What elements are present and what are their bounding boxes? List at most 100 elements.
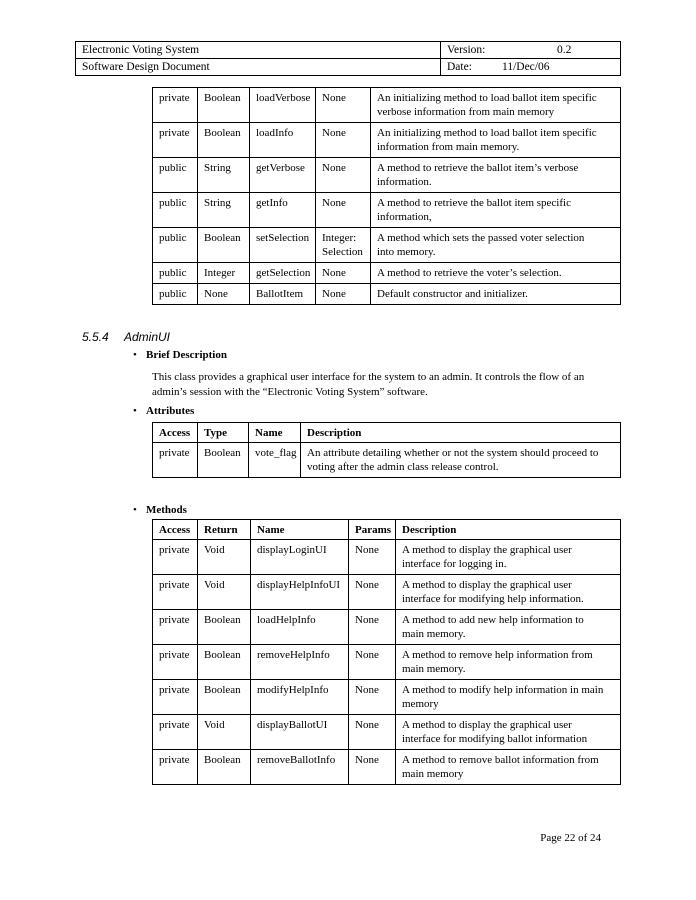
version-cell: Version: 0.2 xyxy=(440,41,621,59)
table-cell: private xyxy=(152,442,198,478)
table-cell: A method to display the graphical user i… xyxy=(395,714,621,750)
table-row: public None BallotItem None Default construc… xyxy=(152,283,621,305)
section-title: AdminUI xyxy=(124,330,171,344)
table-cell: A method to remove ballot information fr… xyxy=(395,749,621,785)
table-cell: private xyxy=(152,714,198,750)
table-cell: private xyxy=(152,609,198,645)
admin-methods-table: Access Return Name Params Description private… xyxy=(152,519,621,785)
table-row: private Void displayHelpInfoUI None A method… xyxy=(152,574,621,610)
table-cell: public xyxy=(152,157,198,193)
table-cell: None xyxy=(197,283,250,305)
table-cell: A method which sets the passed voter sel… xyxy=(370,227,621,263)
table-cell: None xyxy=(315,122,371,158)
table-cell: A method to retrieve the ballot item’s v… xyxy=(370,157,621,193)
table-cell: loadVerbose xyxy=(249,87,316,123)
table-cell: public xyxy=(152,192,198,228)
table-cell: private xyxy=(152,87,198,123)
table-cell: None xyxy=(315,262,371,284)
table-cell: None xyxy=(348,539,396,575)
table-row: public Integer getSelection None A method to… xyxy=(152,262,621,284)
table-cell: private xyxy=(152,679,198,715)
table-cell: Boolean xyxy=(197,609,251,645)
table-cell: A method to modify help information in m… xyxy=(395,679,621,715)
date-cell: Date: 11/Dec/06 xyxy=(440,58,621,76)
table-cell: setSelection xyxy=(249,227,316,263)
table-cell: None xyxy=(348,749,396,785)
table-cell: loadInfo xyxy=(249,122,316,158)
table-cell: private xyxy=(152,122,198,158)
table-cell: removeHelpInfo xyxy=(250,644,349,680)
column-header: Description xyxy=(395,519,621,540)
table-cell: Void xyxy=(197,539,251,575)
table-cell: Integer: Selection xyxy=(315,227,371,263)
table-cell: Boolean xyxy=(197,87,250,123)
table-cell: Boolean xyxy=(197,679,251,715)
table-cell: None xyxy=(348,574,396,610)
table-cell: private xyxy=(152,644,198,680)
attributes-label: Attributes xyxy=(146,405,195,417)
table-cell: None xyxy=(348,609,396,645)
table-cell: None xyxy=(348,714,396,750)
table-row: private Void displayLoginUI None A method to… xyxy=(152,539,621,575)
table-cell: Void xyxy=(197,574,251,610)
table-cell: BallotItem xyxy=(249,283,316,305)
table-row: public Boolean setSelection Integer: Select… xyxy=(152,227,621,263)
table-row: private Boolean vote_flag An attribute deta… xyxy=(152,442,621,478)
brief-description-text: This class provides a graphical user int… xyxy=(152,371,585,398)
table-cell: A method to add new help information to … xyxy=(395,609,621,645)
table-cell: A method to display the graphical user i… xyxy=(395,574,621,610)
table-row: private Boolean removeBallotInfo None A meth… xyxy=(152,749,621,785)
table-row: private Boolean loadHelpInfo None A method t… xyxy=(152,609,621,645)
table-cell: Default constructor and initializer. xyxy=(370,283,621,305)
bullet-icon: • xyxy=(133,504,137,516)
column-header: Description xyxy=(300,422,621,443)
table-cell: None xyxy=(315,87,371,123)
table-cell: private xyxy=(152,749,198,785)
table-cell: String xyxy=(197,192,250,228)
table-row: public String getInfo None A method to retri… xyxy=(152,192,621,228)
table-cell: Integer xyxy=(197,262,250,284)
table-cell: displayLoginUI xyxy=(250,539,349,575)
table-cell: getVerbose xyxy=(249,157,316,193)
table-cell: An initializing method to load ballot it… xyxy=(370,87,621,123)
brief-description-label: Brief Description xyxy=(146,349,227,361)
methods-item: • Methods xyxy=(133,503,187,517)
bullet-icon: • xyxy=(133,405,137,417)
table-row: private Boolean modifyHelpInfo None A method… xyxy=(152,679,621,715)
table-header-row: Access Type Name Description xyxy=(152,422,621,443)
document-subtitle: Software Design Document xyxy=(75,58,441,76)
table-cell: modifyHelpInfo xyxy=(250,679,349,715)
table-cell: A method to retrieve the voter’s selecti… xyxy=(370,262,621,284)
column-header: Name xyxy=(248,422,301,443)
table-row: public String getVerbose None A method to re… xyxy=(152,157,621,193)
table-cell: A method to display the graphical user i… xyxy=(395,539,621,575)
table-cell: None xyxy=(315,283,371,305)
section-number: 5.5.4 xyxy=(82,330,109,344)
table-cell: A method to remove help information from… xyxy=(395,644,621,680)
table-cell: private xyxy=(152,539,198,575)
bullet-icon: • xyxy=(133,349,137,361)
table-cell: Boolean xyxy=(197,442,249,478)
version-label: Version: xyxy=(447,43,486,56)
table-cell: getSelection xyxy=(249,262,316,284)
table-cell: displayBallotUI xyxy=(250,714,349,750)
table-cell: removeBallotInfo xyxy=(250,749,349,785)
column-header: Type xyxy=(197,422,249,443)
attributes-item: • Attributes xyxy=(133,404,194,418)
document-header-table: Electronic Voting System Version: 0.2 Sof… xyxy=(75,41,621,76)
table-cell: public xyxy=(152,283,198,305)
brief-description-item: • Brief Description xyxy=(133,348,227,362)
table-cell: getInfo xyxy=(249,192,316,228)
document-title: Electronic Voting System xyxy=(75,41,441,59)
table-cell: None xyxy=(315,192,371,228)
column-header: Access xyxy=(152,519,198,540)
table-row: private Boolean removeHelpInfo None A method… xyxy=(152,644,621,680)
date-value: 11/Dec/06 xyxy=(502,60,550,73)
table-cell: None xyxy=(348,644,396,680)
table-row: private Boolean loadVerbose None An initiali… xyxy=(152,87,621,123)
table-cell: public xyxy=(152,227,198,263)
column-header: Return xyxy=(197,519,251,540)
header-row-1: Electronic Voting System Version: 0.2 xyxy=(75,41,621,59)
methods-label: Methods xyxy=(146,504,187,516)
